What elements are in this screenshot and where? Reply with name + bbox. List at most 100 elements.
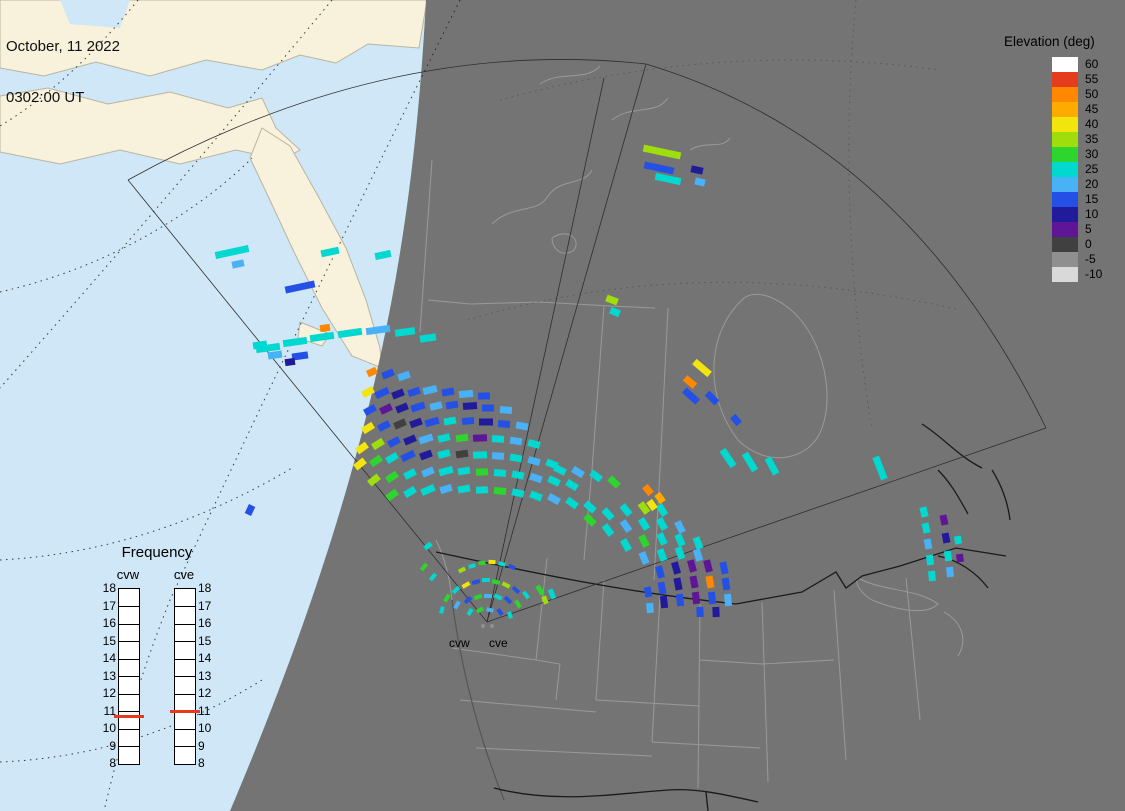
frequency-tick-label: 15 [198,633,212,648]
frequency-tick [175,641,195,642]
radar-echo-cell [481,577,491,583]
colorbar-entry: 35 [1052,132,1124,147]
date-line: October, 11 2022 [6,38,120,55]
radar-echo-cell [385,488,399,502]
radar-echo-cell [319,323,331,333]
colorbar-entry: 30 [1052,147,1124,162]
radar-echo-cell [423,541,433,551]
radar-echo-cell [953,535,963,545]
night-terminator-region [230,0,1125,811]
frequency-tick [119,641,139,642]
radar-echo-cell [638,551,650,565]
frequency-marker-cvw [114,715,144,719]
radar-echo-cell [764,456,780,476]
radar-echo-cell [284,280,316,294]
radar-echo-cell [674,520,686,534]
radar-echo-cell [365,324,391,336]
radar-echo-cell [511,470,525,480]
colorbar-swatch [1052,147,1078,162]
radar-echo-cell [939,514,949,526]
colorbar-value-label: 15 [1085,192,1099,206]
radar-echo-cell [473,593,483,601]
radar-echo-cell [363,404,377,416]
radar-echo-cell [928,570,936,582]
radar-echo-cell [527,455,541,467]
radar-echo-cell [501,581,511,589]
frequency-tick-label: 18 [102,581,116,595]
radar-echo-cell [497,420,511,428]
radar-echo-cell [496,608,504,616]
frequency-title: Frequency [121,544,193,561]
radar-echo-cell [438,465,454,477]
radar-echo-cell [437,433,451,443]
radar-echo-cell [481,404,495,412]
colorbar-value-label: 50 [1085,87,1099,101]
radar-echo-cell [441,387,455,397]
radar-echo-cell [925,554,935,566]
radar-echo-cell [642,144,682,160]
frequency-tick-label: 18 [198,581,212,595]
radar-echo-cell [674,546,686,560]
radar-echo-cell [439,483,453,495]
radar-echo-cell [466,607,474,617]
frequency-tick [175,728,195,730]
radar-echo-cell [374,249,392,261]
colorbar-value-label: 45 [1085,102,1099,116]
radar-echo-cell [547,588,557,600]
frequency-tick [119,728,139,730]
radar-echo-cell [499,405,513,415]
radar-echo-cell [428,572,438,582]
colorbar-swatch [1052,117,1078,132]
radar-echo-cell [455,433,469,443]
radar-echo-cell [689,575,699,589]
radar-echo-cell [457,566,467,574]
radar-echo-cell [514,599,522,609]
frequency-tick [175,693,195,695]
radar-echo-cell [571,465,585,479]
colorbar-value-label: 10 [1085,207,1099,221]
radar-echo-cell [637,501,651,515]
frequency-tick [175,606,195,607]
frequency-tick-label: 12 [198,686,212,700]
radar-echo-cell [692,536,704,550]
colorbar-swatch [1052,57,1078,72]
radar-echo-cell [443,593,451,603]
colorbar-title: Elevation (deg) [1004,34,1095,49]
radar-echo-cell [475,606,485,614]
radar-echo-cell [511,488,525,498]
radar-echo-cell [719,447,737,469]
radar-echo-cell [682,375,698,389]
frequency-tick-label: 11 [198,703,211,718]
fov-boundary-layer [127,59,1047,623]
radar-echo-cell [565,496,579,510]
coastline-borders-layer [419,65,964,789]
radar-echo-cell [535,584,545,596]
radar-echo-cell [503,595,513,605]
radar-echo-cell [872,455,888,481]
radar-echo-cell [654,491,666,505]
radar-echo-cell [471,579,481,585]
radar-echo-cell [309,331,335,343]
radar-site-labels: cvw cve [449,636,508,650]
radar-echo-cell [387,436,401,448]
radar-echo-cell [691,591,701,605]
frequency-tick [175,658,195,660]
colorbar-entry: 15 [1052,192,1124,207]
frequency-tick [119,693,139,695]
frequency-legend: Frequency cvw 18 17 16 15 14 13 12 11 10 9 8 cve 18 17… [86,544,236,794]
radar-echo-cell [439,606,445,614]
frequency-tick-label: 9 [198,738,205,753]
radar-echo-cell [252,340,268,350]
radar-echo-cell [923,538,933,550]
colorbar-entry: 10 [1052,207,1124,222]
radar-echo-cell [478,418,494,426]
radar-echo-cell [421,466,435,478]
radar-echo-cell [451,585,461,595]
radar-echo-cell [367,473,381,487]
international-border-layer [435,423,1011,811]
radar-echo-cell [507,563,517,571]
radar-echo-cell [377,420,391,432]
radar-echo-cell [673,577,683,591]
radar-echo-cell [445,400,459,410]
radar-echo-cell [681,387,701,405]
